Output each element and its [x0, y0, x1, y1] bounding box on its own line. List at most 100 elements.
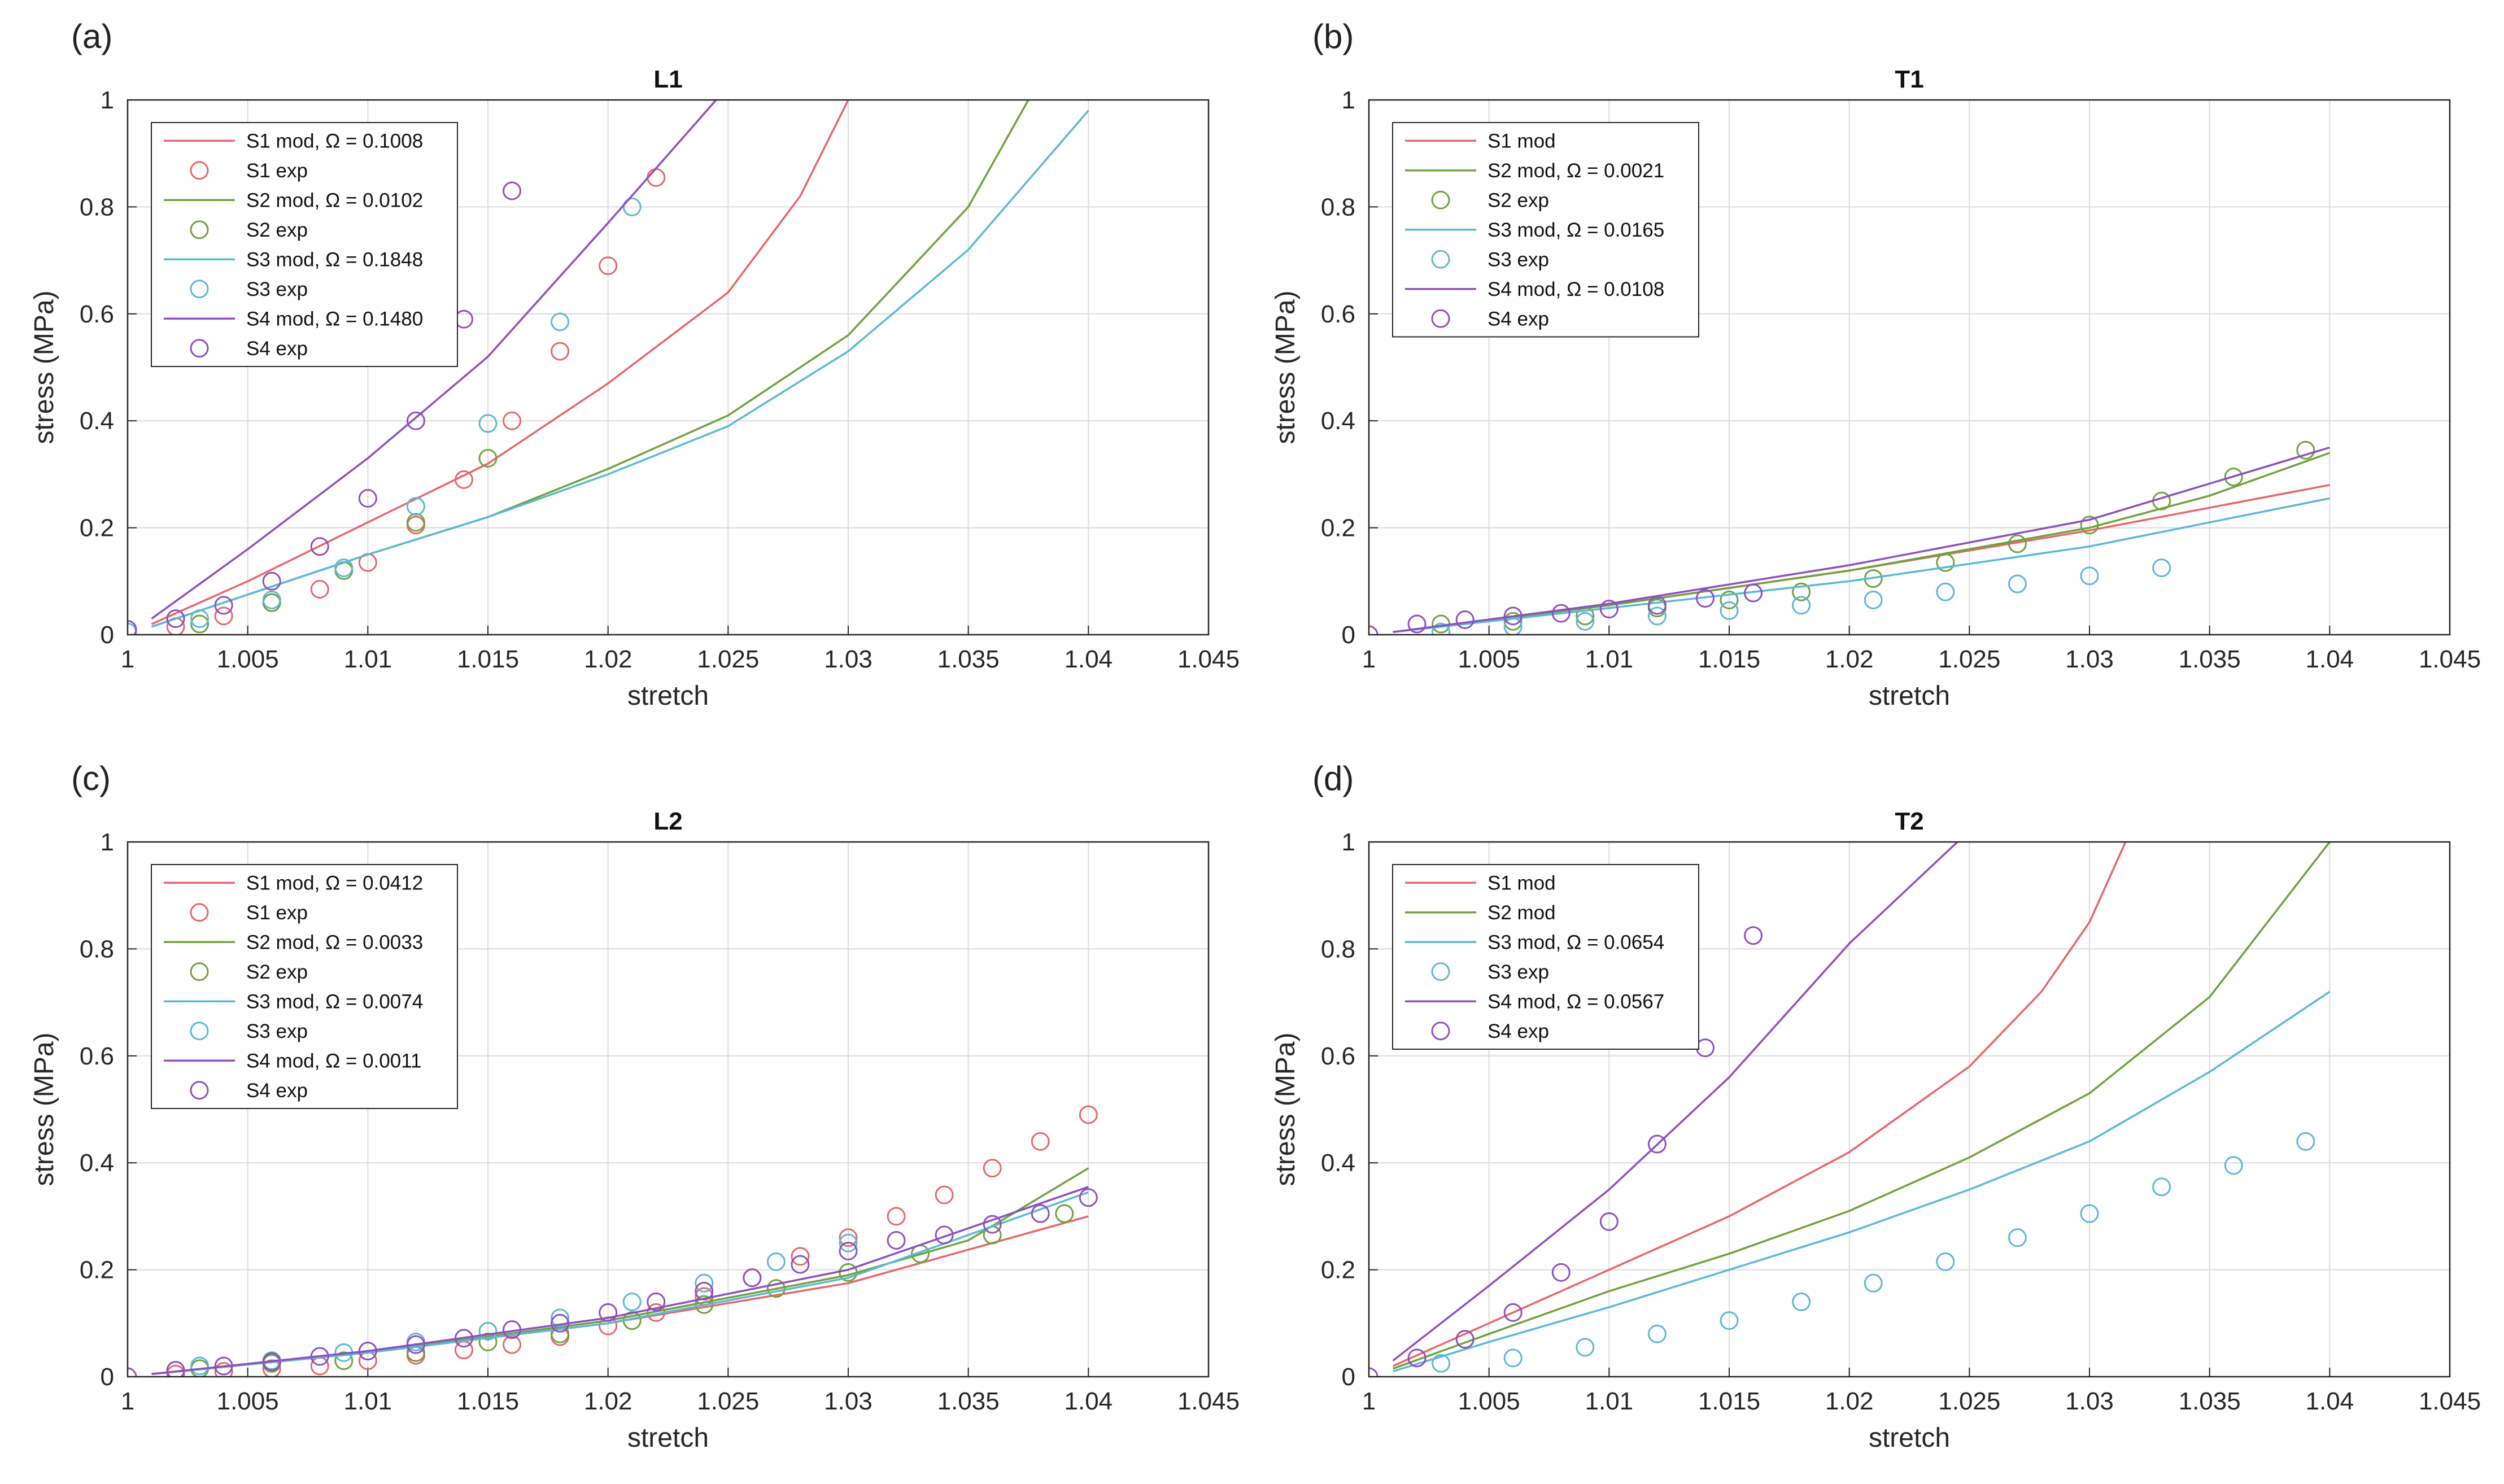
legend-entry: S2 mod, Ω = 0.0102	[246, 189, 423, 211]
data-point-s1	[454, 470, 473, 489]
data-point-s4	[406, 1335, 425, 1354]
legend-entry: S3 exp	[246, 1020, 308, 1042]
legend-marker-swatch	[190, 339, 209, 358]
y-axis-label: stress (MPa)	[1271, 1032, 1301, 1186]
legend-marker-swatch	[1431, 309, 1450, 328]
panel-t1: (b) 1 1.005 1.01 1.015 1.02 1.025 1.03 1.035 1.04…	[1271, 18, 2481, 711]
data-point-s4	[743, 1268, 762, 1287]
legend-entry: S4 mod, Ω = 0.0567	[1487, 990, 1664, 1012]
data-point-s4	[1551, 1263, 1571, 1282]
y-tick-label: 0.2	[1321, 514, 1355, 542]
plot-series	[1369, 842, 2331, 1377]
legend-entry: S4 exp	[246, 1080, 308, 1102]
data-point-s3	[2152, 558, 2171, 578]
data-point-s4	[358, 489, 377, 508]
x-tick-label: 1.03	[2065, 645, 2114, 673]
legend-marker-swatch	[190, 903, 209, 922]
plot-series	[128, 100, 1089, 635]
data-point-s2	[2080, 516, 2099, 535]
data-point-s4	[1551, 604, 1571, 623]
x-tick-label: 1.01	[344, 1387, 392, 1415]
x-axis-label: stretch	[627, 1423, 709, 1453]
data-point-s1	[887, 1207, 906, 1226]
data-point-s3	[190, 609, 210, 628]
x-tick-label: 1.035	[2179, 645, 2241, 673]
x-axis-label: stretch	[1869, 681, 1950, 711]
data-point-s4	[1744, 926, 1763, 945]
data-point-s3	[1864, 1273, 1883, 1293]
legend: S1 mod, Ω = 0.1008 S1 exp S2 mod, Ω = 0.01…	[151, 122, 458, 367]
data-point-s1	[503, 1335, 522, 1354]
data-point-s4	[887, 1231, 906, 1250]
series-line-s3	[151, 110, 1089, 628]
x-tick-label: 1.045	[2419, 1387, 2481, 1415]
data-point-s3	[1792, 596, 1811, 615]
data-point-s1	[310, 580, 329, 599]
data-point-s3	[551, 1308, 570, 1328]
y-tick-label: 0.4	[80, 407, 114, 435]
x-tick-label: 1.03	[824, 645, 873, 673]
series-line-s2	[1393, 452, 2330, 634]
data-point-s1	[503, 411, 522, 430]
y-tick-label: 0.2	[80, 514, 114, 542]
x-axis-label: stretch	[1869, 1423, 1950, 1453]
data-point-s4	[1079, 1188, 1098, 1207]
data-point-s1	[983, 1159, 1002, 1178]
y-axis-label: stress (MPa)	[29, 1032, 59, 1186]
y-tick-label: 0.2	[80, 1256, 114, 1284]
data-point-s4	[1744, 583, 1763, 603]
data-point-s1	[791, 1247, 810, 1266]
legend-entry: S4 mod, Ω = 0.0108	[1487, 278, 1664, 300]
data-point-s4	[503, 181, 522, 200]
x-tick-label: 1.025	[697, 1387, 759, 1415]
legend-entry: S3 mod, Ω = 0.0074	[246, 990, 423, 1012]
data-point-s4	[1455, 1330, 1475, 1349]
series-line-s3	[1392, 990, 2331, 1373]
y-tick-label: 0.4	[1321, 407, 1355, 435]
y-tick-label: 1	[101, 86, 114, 114]
x-tick-label: 1.035	[937, 1387, 1000, 1415]
x-tick-label: 1.02	[1825, 645, 1874, 673]
series-line-s1	[1392, 842, 2127, 1367]
legend-entry: S1 mod, Ω = 0.0412	[246, 872, 423, 894]
x-tick-label: 1.045	[2419, 645, 2481, 673]
panel-letter: (c)	[71, 760, 111, 797]
y-tick-label: 0	[101, 621, 114, 649]
axes-box	[126, 841, 1210, 1378]
data-point-s4	[214, 1356, 233, 1376]
legend-entry: S1 exp	[246, 160, 308, 182]
data-point-s4	[1599, 600, 1619, 619]
data-point-s3	[190, 1356, 210, 1376]
panel-l1: (a) 1 1.005 1.01 1.015 1.02 1.025 1.03 1.035 1.04…	[29, 18, 1240, 711]
data-point-s2	[695, 1295, 714, 1314]
data-point-s4	[1031, 1204, 1050, 1223]
y-tick-label: 0	[101, 1363, 114, 1391]
legend-marker-swatch	[190, 1022, 209, 1041]
legend-entry: S3 mod, Ω = 0.0165	[1487, 219, 1664, 241]
data-point-s4	[1695, 589, 1715, 608]
y-tick-label: 1	[101, 828, 114, 856]
legend-entry: S2 mod	[1487, 902, 1556, 924]
panel-title: T1	[1895, 66, 1923, 93]
x-tick-label: 1.04	[2306, 645, 2354, 673]
data-point-s2	[2224, 468, 2243, 487]
data-point-s4	[1647, 1134, 1667, 1154]
x-tick-label: 1.035	[937, 645, 1000, 673]
legend: S1 mod S2 mod, Ω = 0.0021 S2 exp S3 mod, Ω …	[1392, 122, 1699, 338]
data-point-s3	[766, 1252, 786, 1271]
x-tick-label: 1.04	[2306, 1387, 2354, 1415]
y-tick-label: 0.8	[80, 193, 114, 221]
data-point-s3	[1936, 1252, 1955, 1271]
y-tick-label: 0	[1342, 621, 1355, 649]
x-tick-label: 1.015	[1698, 1387, 1760, 1415]
panel-letter: (d)	[1312, 760, 1354, 797]
data-point-s4	[1407, 1348, 1427, 1368]
y-tick-label: 0.2	[1321, 1256, 1355, 1284]
data-point-s3	[2008, 1228, 2027, 1247]
legend-entry: S3 exp	[246, 278, 308, 300]
data-point-s4	[551, 1313, 570, 1333]
x-tick-label: 1.035	[2179, 1387, 2241, 1415]
series-line-s3	[1393, 497, 2330, 634]
series-line-s1	[151, 100, 849, 625]
x-tick-label: 1.015	[457, 1387, 519, 1415]
